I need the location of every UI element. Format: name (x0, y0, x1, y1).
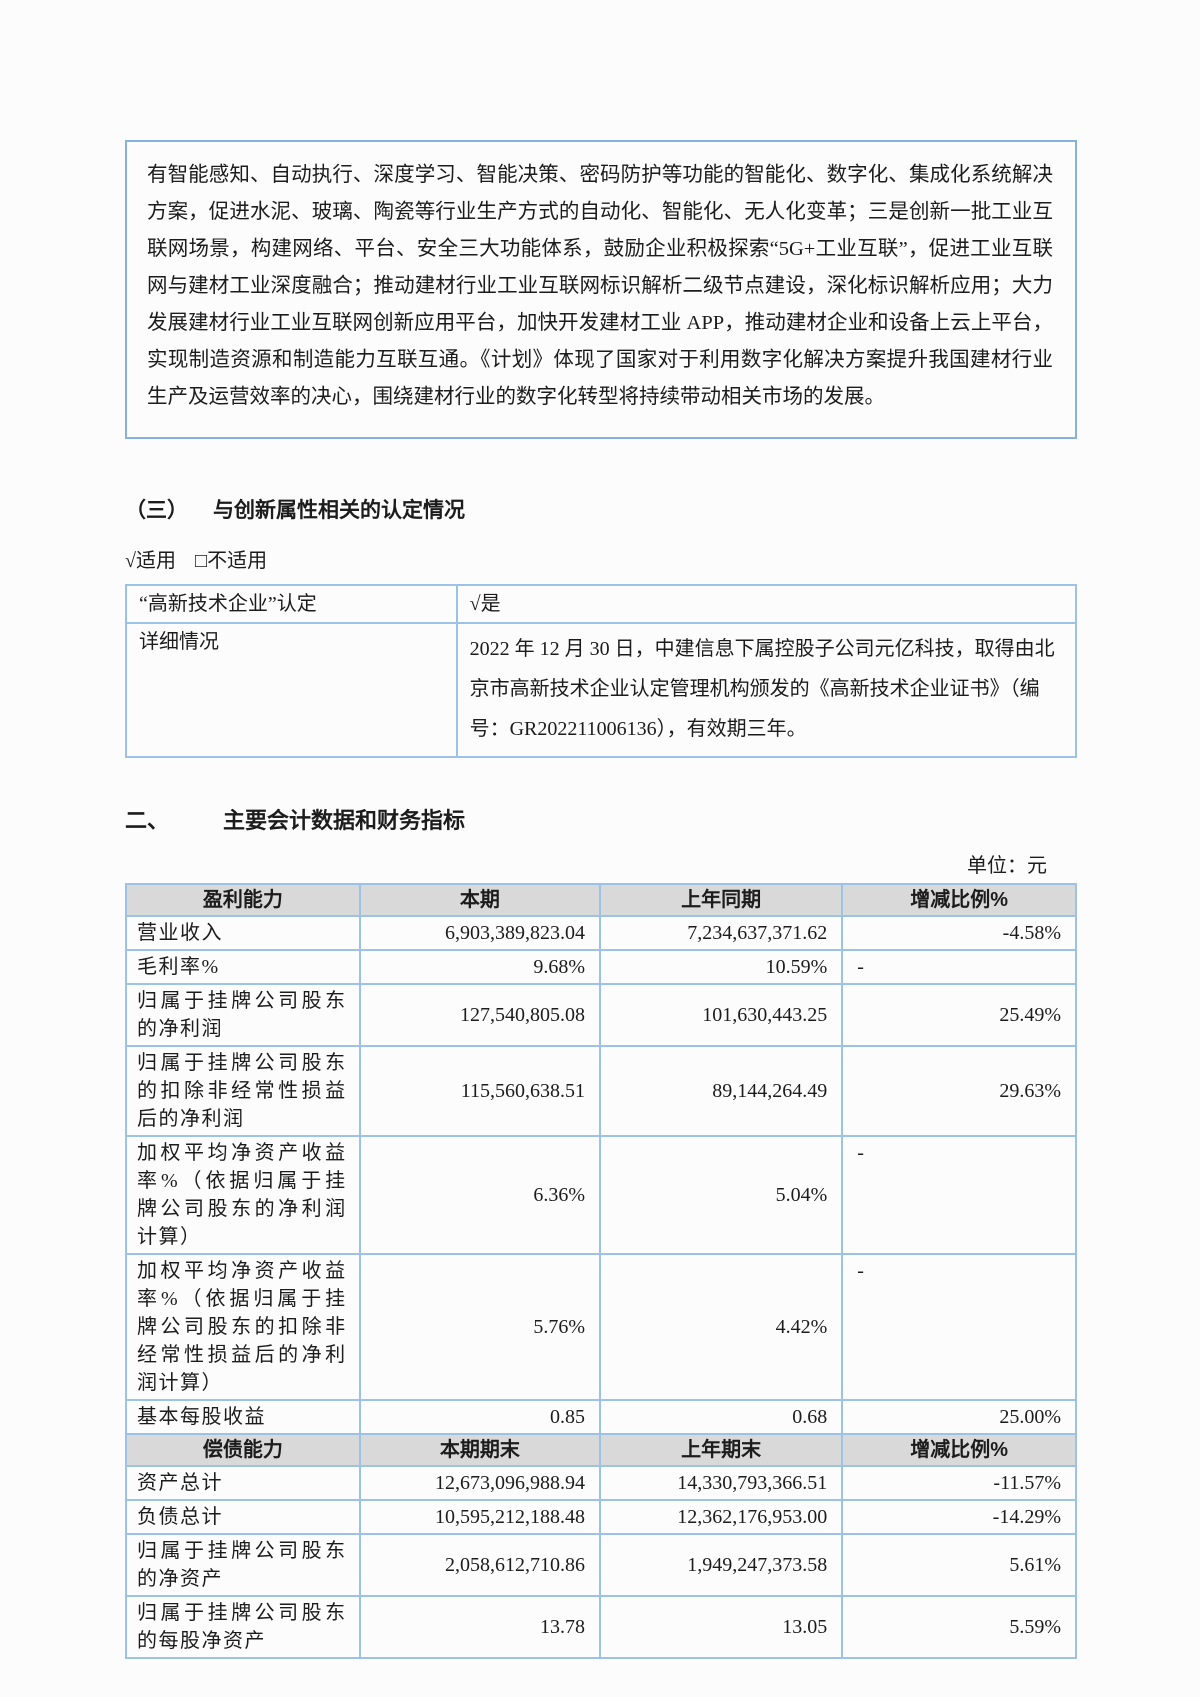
prior-period-cell: 10.59% (599, 949, 844, 985)
row-label-cell: 加权平均净资产收益率%（依据归属于挂牌公司股东的扣除非经常性损益后的净利润计算） (125, 1253, 361, 1401)
cert-row1-value: √是 (455, 584, 1078, 624)
prior-period-cell: 12,362,176,953.00 (599, 1499, 844, 1535)
change-ratio-cell: 29.63% (841, 1045, 1077, 1137)
table-row-net-assets: 归属于挂牌公司股东的净资产 2,058,612,710.86 1,949,247… (125, 1533, 1077, 1597)
header-cell-profitability: 盈利能力 (125, 883, 361, 917)
table-row-gross-margin: 毛利率% 9.68% 10.59% - (125, 949, 1077, 985)
prior-period-cell: 14,330,793,366.51 (599, 1465, 844, 1501)
header-cell-prior-period-end: 上年期末 (599, 1433, 844, 1467)
header-cell-prior-period: 上年同期 (599, 883, 844, 917)
table-row-total-assets: 资产总计 12,673,096,988.94 14,330,793,366.51… (125, 1465, 1077, 1501)
row-label-cell: 毛利率% (125, 949, 361, 985)
current-period-cell: 6.36% (358, 1135, 602, 1255)
change-ratio-cell: 5.61% (841, 1533, 1077, 1597)
row-label-cell: 加权平均净资产收益率%（依据归属于挂牌公司股东的净利润计算） (125, 1135, 361, 1255)
not-applicable-unchecked-option: □不适用 (194, 550, 268, 572)
unit-label: 单位：元 (967, 855, 1047, 877)
change-ratio-cell: -11.57% (841, 1465, 1077, 1501)
row-label-cell: 资产总计 (125, 1465, 361, 1501)
profitability-header-row: 盈利能力 本期 上年同期 增减比例% (125, 883, 1077, 917)
table-row-net-assets-per-share: 归属于挂牌公司股东的每股净资产 13.78 13.05 5.59% (125, 1595, 1077, 1659)
row-label-cell: 营业收入 (125, 915, 361, 951)
financial-indicators-table: 盈利能力 本期 上年同期 增减比例% 营业收入 6,903,389,823.04… (125, 883, 1077, 1659)
intro-paragraph-text: 有智能感知、自动执行、深度学习、智能决策、密码防护等功能的智能化、数字化、集成化… (147, 164, 1053, 408)
prior-period-cell: 5.04% (599, 1135, 844, 1255)
row-label-cell: 归属于挂牌公司股东的净资产 (125, 1533, 361, 1597)
prior-period-cell: 89,144,264.49 (599, 1045, 844, 1137)
cert-row2-value: 2022 年 12 月 30 日，中建信息下属控股子公司元亿科技，取得由北京市高… (455, 622, 1078, 758)
prior-period-cell: 7,234,637,371.62 (599, 915, 844, 951)
applicable-checked-option: √适用 (125, 550, 176, 572)
prior-period-cell: 0.68 (599, 1399, 844, 1435)
change-ratio-cell: 25.00% (841, 1399, 1077, 1435)
table-row: 详细情况 2022 年 12 月 30 日，中建信息下属控股子公司元亿科技，取得… (125, 622, 1078, 758)
row-label-cell: 归属于挂牌公司股东的扣除非经常性损益后的净利润 (125, 1045, 361, 1137)
change-ratio-cell: 25.49% (841, 983, 1077, 1047)
change-ratio-cell: 5.59% (841, 1595, 1077, 1659)
table-row-basic-eps: 基本每股收益 0.85 0.68 25.00% (125, 1399, 1077, 1435)
table-row-net-profit-deducted: 归属于挂牌公司股东的扣除非经常性损益后的净利润 115,560,638.51 8… (125, 1045, 1077, 1137)
section-heading-number: 二、 (125, 808, 170, 833)
prior-period-cell: 13.05 (599, 1595, 844, 1659)
current-period-cell: 10,595,212,188.48 (358, 1499, 602, 1535)
current-period-cell: 2,058,612,710.86 (358, 1533, 602, 1597)
change-ratio-cell: -4.58% (841, 915, 1077, 951)
row-label-cell: 基本每股收益 (125, 1399, 361, 1435)
row-label-cell: 归属于挂牌公司股东的净利润 (125, 983, 361, 1047)
solvency-header-row: 偿债能力 本期期末 上年期末 增减比例% (125, 1433, 1077, 1467)
applicability-line: √适用 □不适用 (125, 549, 1077, 573)
header-cell-solvency: 偿债能力 (125, 1433, 361, 1467)
header-cell-current-period: 本期 (358, 883, 602, 917)
section-heading-number: （三） (125, 499, 188, 522)
table-row-net-profit: 归属于挂牌公司股东的净利润 127,540,805.08 101,630,443… (125, 983, 1077, 1047)
current-period-cell: 115,560,638.51 (358, 1045, 602, 1137)
current-period-cell: 12,673,096,988.94 (358, 1465, 602, 1501)
row-label-cell: 归属于挂牌公司股东的每股净资产 (125, 1595, 361, 1659)
table-row-total-liabilities: 负债总计 10,595,212,188.48 12,362,176,953.00… (125, 1499, 1077, 1535)
row-label-cell: 负债总计 (125, 1499, 361, 1535)
header-cell-change-ratio: 增减比例% (841, 1433, 1077, 1467)
cert-row1-label: “高新技术企业”认定 (125, 584, 458, 624)
table-row-weighted-roe-deducted: 加权平均净资产收益率%（依据归属于挂牌公司股东的扣除非经常性损益后的净利润计算）… (125, 1253, 1077, 1401)
section-heading-financial: 二、 主要会计数据和财务指标 (125, 808, 1077, 834)
hightech-certification-table: “高新技术企业”认定 √是 详细情况 2022 年 12 月 30 日，中建信息… (125, 584, 1078, 758)
current-period-cell: 127,540,805.08 (358, 983, 602, 1047)
current-period-cell: 9.68% (358, 949, 602, 985)
cert-row2-label: 详细情况 (125, 622, 458, 758)
change-ratio-cell: - (841, 949, 1077, 985)
change-ratio-cell: - (841, 1135, 1077, 1255)
current-period-cell: 5.76% (358, 1253, 602, 1401)
section-heading-title: 与创新属性相关的认定情况 (213, 499, 465, 522)
prior-period-cell: 101,630,443.25 (599, 983, 844, 1047)
intro-paragraph-block: 有智能感知、自动执行、深度学习、智能决策、密码防护等功能的智能化、数字化、集成化… (125, 140, 1077, 439)
table-row: “高新技术企业”认定 √是 (125, 584, 1078, 624)
current-period-cell: 13.78 (358, 1595, 602, 1659)
prior-period-cell: 1,949,247,373.58 (599, 1533, 844, 1597)
header-cell-current-period-end: 本期期末 (358, 1433, 602, 1467)
current-period-cell: 0.85 (358, 1399, 602, 1435)
current-period-cell: 6,903,389,823.04 (358, 915, 602, 951)
change-ratio-cell: - (841, 1253, 1077, 1401)
change-ratio-cell: -14.29% (841, 1499, 1077, 1535)
table-row-weighted-roe: 加权平均净资产收益率%（依据归属于挂牌公司股东的净利润计算） 6.36% 5.0… (125, 1135, 1077, 1255)
table-row-revenue: 营业收入 6,903,389,823.04 7,234,637,371.62 -… (125, 915, 1077, 951)
prior-period-cell: 4.42% (599, 1253, 844, 1401)
section-heading-title: 主要会计数据和财务指标 (223, 808, 466, 833)
section-heading-innovation: （三） 与创新属性相关的认定情况 (125, 499, 1077, 523)
header-cell-change-ratio: 增减比例% (841, 883, 1077, 917)
